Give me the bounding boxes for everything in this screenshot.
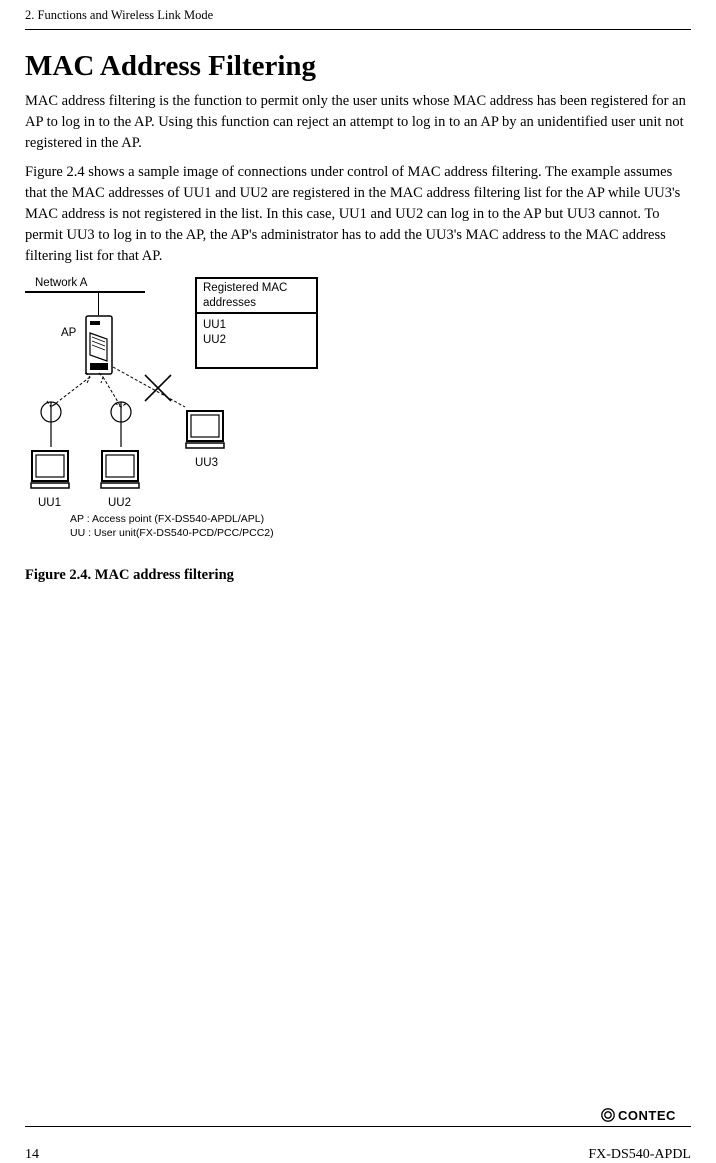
brand-text: CONTEC	[618, 1108, 676, 1123]
uu3-monitor-icon	[185, 407, 225, 451]
uu2-monitor-icon	[100, 447, 140, 491]
uu1-label: UU1	[38, 497, 61, 509]
page-number: 14	[25, 1147, 39, 1163]
uu2-label: UU2	[108, 497, 131, 509]
figure-diagram: Network A AP	[25, 277, 345, 607]
chapter-header: 2. Functions and Wireless Link Mode	[25, 8, 691, 23]
uu1-monitor-icon	[30, 447, 70, 491]
paragraph-2: Figure 2.4 shows a sample image of conne…	[25, 162, 691, 267]
mac-address-table: Registered MAC addresses UU1 UU2	[195, 277, 318, 369]
uu3-label: UU3	[195, 457, 218, 469]
brand-logo: CONTEC	[25, 1107, 691, 1126]
legend-line-2: UU : User unit(FX-DS540-PCD/PCC/PCC2)	[70, 527, 274, 541]
mac-row-1: UU1	[203, 318, 310, 334]
page-title: MAC Address Filtering	[25, 50, 691, 83]
diagram-legend: AP : Access point (FX-DS540-APDL/APL) UU…	[70, 513, 274, 540]
mac-table-header: Registered MAC addresses	[197, 279, 316, 314]
mac-table-body: UU1 UU2	[197, 314, 316, 367]
paragraph-1: MAC address filtering is the function to…	[25, 91, 691, 154]
page-footer: CONTEC 14 FX-DS540-APDL	[25, 1107, 691, 1163]
model-number: FX-DS540-APDL	[588, 1147, 691, 1163]
footer-rule	[25, 1126, 691, 1127]
mac-head-line1: Registered MAC	[203, 281, 310, 295]
legend-line-1: AP : Access point (FX-DS540-APDL/APL)	[70, 513, 274, 527]
header-rule	[25, 29, 691, 30]
contec-logo-icon: CONTEC	[601, 1107, 691, 1123]
mac-head-line2: addresses	[203, 296, 310, 310]
mac-row-2: UU2	[203, 333, 310, 349]
